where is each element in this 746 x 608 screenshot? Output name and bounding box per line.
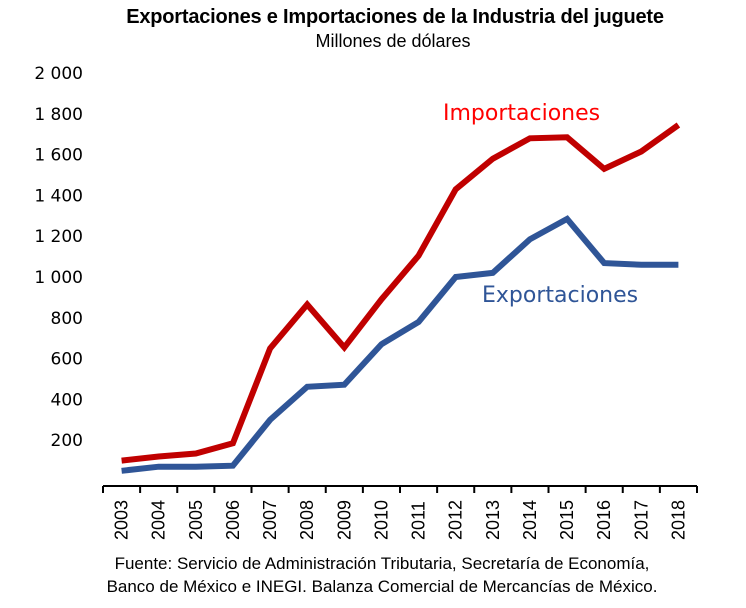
series-label-importaciones: Importaciones — [443, 101, 600, 126]
x-axis: 2003 2004 2005 2006 2007 2008 2009 2010 2011 2012… — [102, 485, 698, 540]
x-tick-label: 2004 — [149, 500, 169, 540]
x-tick-label: 2013 — [483, 500, 503, 540]
y-tick-label: 1 800 — [34, 105, 83, 125]
source-note: Fuente: Servicio de Administración Tribu… — [0, 552, 746, 598]
x-tick-label: 2005 — [186, 500, 206, 540]
x-tick-label: 2015 — [557, 500, 577, 540]
source-line-1: Fuente: Servicio de Administración Tribu… — [114, 554, 650, 573]
series-group — [121, 122, 681, 474]
x-tick-label: 2014 — [520, 500, 540, 540]
y-tick-label: 2 000 — [34, 64, 83, 84]
x-tick-label: 2006 — [223, 500, 243, 540]
x-tick-label: 2009 — [334, 500, 354, 540]
x-tick-label: 2012 — [446, 500, 466, 540]
y-tick-label: 1 200 — [34, 227, 83, 247]
y-tick-label: 400 — [51, 390, 83, 410]
chart-title: Exportaciones e Importaciones de la Indu… — [126, 6, 664, 28]
x-tick-label: 2008 — [297, 500, 317, 540]
x-tick-label: 2011 — [409, 501, 429, 540]
series-labels: Importaciones Exportaciones — [443, 101, 638, 308]
series-line-importaciones — [121, 122, 681, 464]
x-tick-label: 2010 — [371, 500, 391, 540]
x-tick-label: 2017 — [631, 500, 651, 540]
series-line-exportaciones — [121, 215, 679, 474]
x-tick-label: 2018 — [668, 500, 688, 540]
y-tick-label: 1 600 — [34, 146, 83, 166]
y-tick-label: 800 — [51, 309, 83, 329]
y-tick-label: 200 — [51, 431, 83, 451]
x-tick-label: 2016 — [594, 500, 614, 540]
x-tick-label: 2007 — [260, 500, 280, 540]
series-label-exportaciones: Exportaciones — [482, 283, 638, 308]
y-tick-label: 600 — [51, 350, 83, 370]
x-tick-label: 2003 — [112, 500, 132, 540]
y-tick-label: 1 000 — [34, 268, 83, 288]
chart-subtitle: Millones de dólares — [315, 31, 471, 51]
y-tick-label: 1 400 — [34, 186, 83, 206]
y-axis: 200 400 600 800 1 000 1 200 1 400 1 600 1 800 2 0… — [34, 64, 83, 451]
source-line-2: Banco de México e INEGI. Balanza Comerci… — [106, 577, 658, 596]
